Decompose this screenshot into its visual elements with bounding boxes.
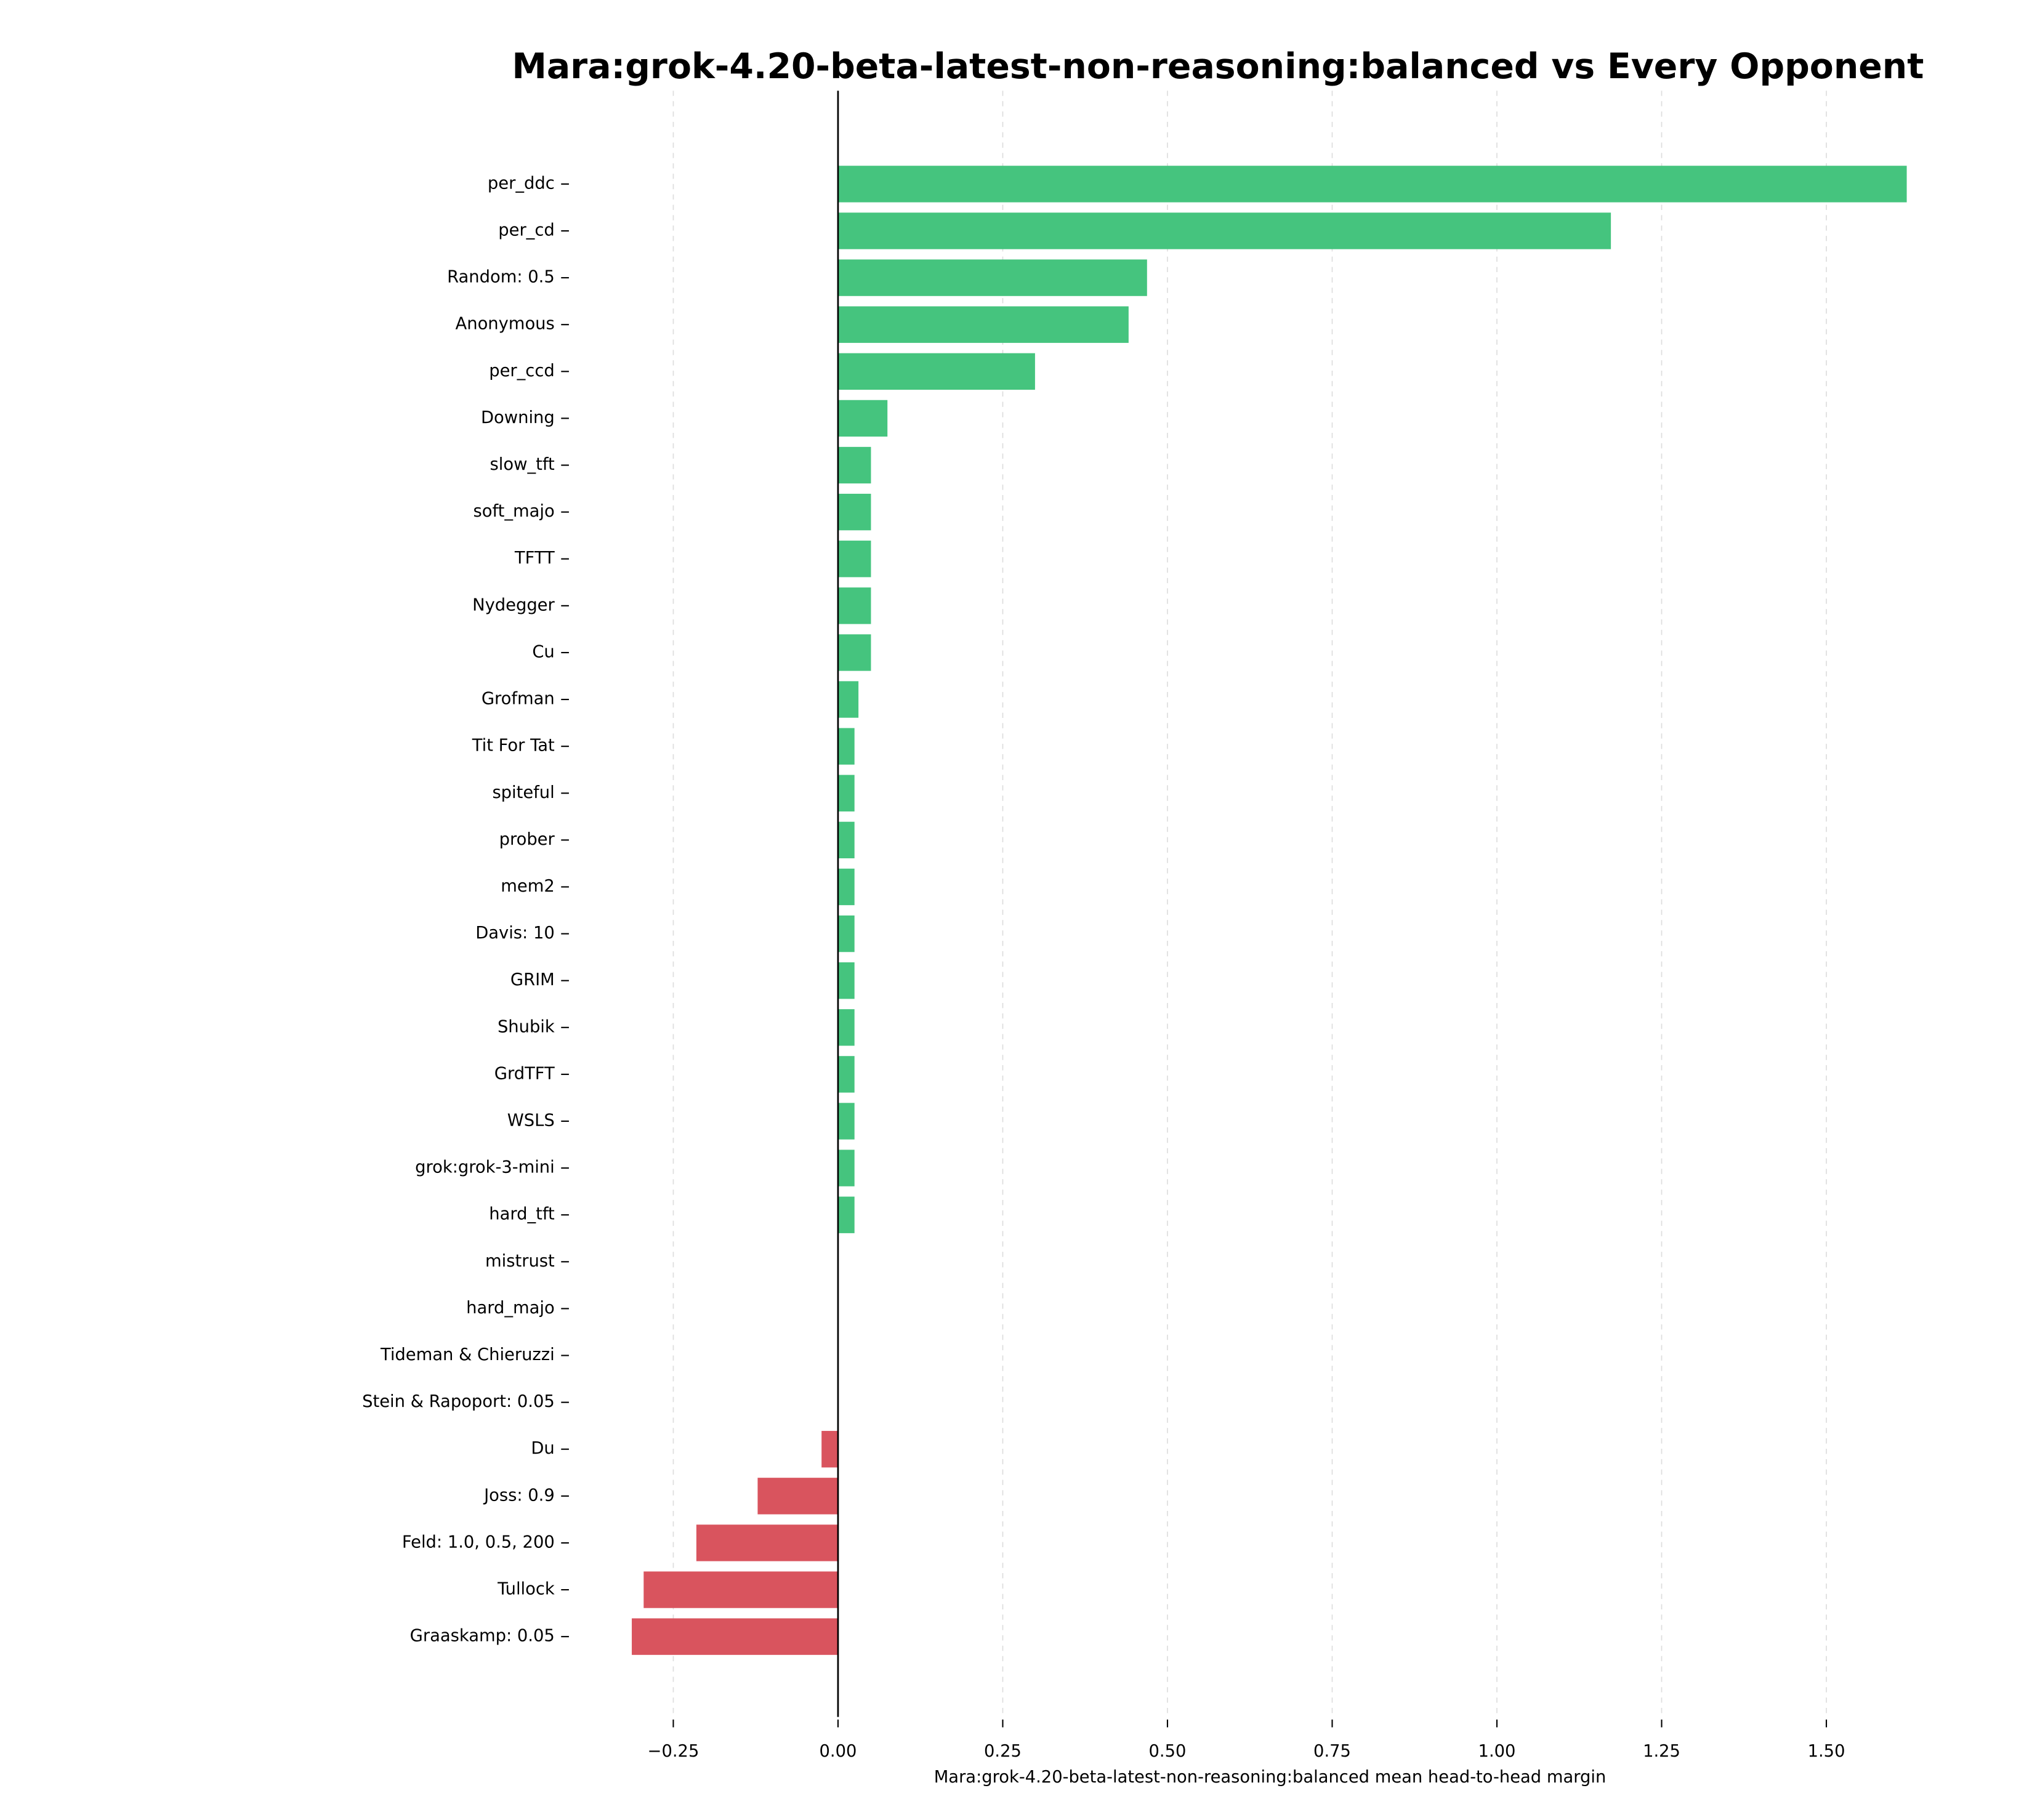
y-tick-label: GrdTFT xyxy=(494,1064,555,1083)
y-tick-label: grok:grok-3-mini xyxy=(415,1158,555,1177)
y-tick-label: Tit For Tat xyxy=(472,736,555,755)
bar xyxy=(643,1571,838,1608)
y-tick-label: Cu xyxy=(532,642,554,661)
bar xyxy=(837,1009,855,1046)
y-tick-label: per_ccd xyxy=(489,361,555,381)
bar xyxy=(837,821,855,859)
y-tick-label: Graaskamp: 0.05 xyxy=(410,1627,555,1646)
x-tick-label: −0.25 xyxy=(648,1742,700,1761)
bar xyxy=(837,868,855,906)
y-tick-label: mem2 xyxy=(501,877,555,896)
bar xyxy=(837,166,1907,203)
x-axis-label: Mara:grok-4.20-beta-latest-non-reasoning… xyxy=(934,1768,1607,1787)
bar xyxy=(837,681,859,718)
bar xyxy=(837,493,871,531)
x-tick-label: 1.50 xyxy=(1808,1742,1845,1761)
x-tick-label: 0.25 xyxy=(984,1742,1022,1761)
bar xyxy=(837,212,1611,249)
y-tick-label: Random: 0.5 xyxy=(447,268,555,287)
y-tick-label: Downing xyxy=(481,408,555,427)
y-tick-label: Stein & Rapoport: 0.05 xyxy=(362,1392,555,1411)
y-tick-label: soft_majo xyxy=(474,502,555,521)
bar xyxy=(837,634,871,671)
y-tick-label: mistrust xyxy=(485,1252,555,1271)
y-tick-label: per_ddc xyxy=(488,174,555,193)
y-tick-label: slow_tft xyxy=(490,455,555,474)
y-tick-label: TFTT xyxy=(514,549,555,568)
y-tick-label: Feld: 1.0, 0.5, 200 xyxy=(402,1532,555,1552)
bar xyxy=(837,728,855,765)
y-tick-label: Du xyxy=(531,1439,554,1458)
bar xyxy=(757,1478,838,1515)
y-tick-label: Davis: 10 xyxy=(475,924,555,943)
y-tick-label: GRIM xyxy=(510,970,555,989)
y-tick-label: Nydegger xyxy=(472,595,555,614)
bar xyxy=(837,775,855,811)
bar xyxy=(837,1150,855,1186)
bar xyxy=(837,259,1147,296)
y-tick-label: Joss: 0.9 xyxy=(483,1486,555,1505)
bar xyxy=(837,306,1129,343)
y-tick-label: WSLS xyxy=(507,1111,555,1130)
x-tick-label: 0.00 xyxy=(820,1742,857,1761)
y-tick-label: spiteful xyxy=(492,783,554,802)
x-tick-label: 1.25 xyxy=(1643,1742,1680,1761)
y-tick-label: Tullock xyxy=(497,1580,555,1599)
y-tick-label: prober xyxy=(499,830,555,849)
bar xyxy=(837,1103,855,1140)
bar xyxy=(632,1618,838,1655)
y-tick-label: hard_tft xyxy=(489,1205,555,1224)
y-tick-label: Anonymous xyxy=(456,315,555,334)
bar xyxy=(837,1056,855,1093)
bar xyxy=(837,915,855,952)
chart-title: Mara:grok-4.20-beta-latest-non-reasoning… xyxy=(512,46,1924,87)
x-tick-label: 0.50 xyxy=(1149,1742,1187,1761)
bar xyxy=(837,353,1035,390)
bar xyxy=(696,1524,838,1561)
y-tick-label: Grofman xyxy=(482,690,555,709)
bar xyxy=(837,587,871,624)
bar xyxy=(837,446,871,484)
y-tick-label: Shubik xyxy=(498,1017,555,1036)
x-tick-label: 0.75 xyxy=(1313,1742,1351,1761)
y-tick-label: hard_majo xyxy=(466,1299,555,1318)
y-tick-label: Tideman & Chieruzzi xyxy=(380,1345,555,1364)
bar xyxy=(837,962,855,999)
bar xyxy=(821,1431,838,1468)
x-tick-label: 1.00 xyxy=(1478,1742,1516,1761)
y-tick-label: per_cd xyxy=(498,221,554,240)
bar xyxy=(837,1196,855,1233)
bar xyxy=(837,400,888,437)
bar xyxy=(837,541,871,578)
